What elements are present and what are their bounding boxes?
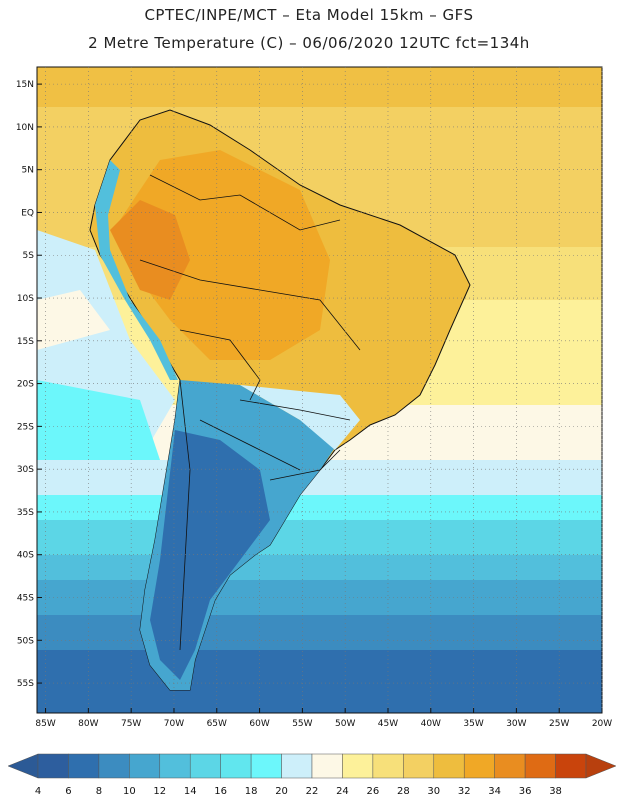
lon-label: 50W xyxy=(335,719,355,729)
colorbar-label: 38 xyxy=(549,786,562,797)
colorbar-label: 36 xyxy=(519,786,532,797)
colorbar-label: 30 xyxy=(427,786,440,797)
colorbar-swatch xyxy=(159,753,191,779)
lat-label: 5S xyxy=(23,251,35,261)
colorbar-label: 12 xyxy=(153,786,166,797)
lon-label: 40W xyxy=(421,719,441,729)
lat-label: 25S xyxy=(17,422,34,432)
colorbar-label: 18 xyxy=(245,786,258,797)
colorbar-swatch xyxy=(342,753,374,779)
chart-title: CPTEC/INPE/MCT – Eta Model 15km – GFS xyxy=(144,6,474,24)
lon-label: 75W xyxy=(121,719,141,729)
chart-subtitle: 2 Metre Temperature (C) – 06/06/2020 12U… xyxy=(88,34,530,52)
lon-label: 80W xyxy=(78,719,98,729)
colorbar-label: 14 xyxy=(184,786,197,797)
colorbar-swatch xyxy=(433,753,465,779)
colorbar-swatch xyxy=(68,753,100,779)
map-frame xyxy=(36,66,603,714)
lat-label: 50S xyxy=(17,636,34,646)
colorbar-label: 22 xyxy=(306,786,319,797)
lat-label: 10S xyxy=(17,294,34,304)
latitude-labels: 15N 10N 5N EQ 5S 10S 15S 20S 25S 30S 35S 40S 45S 50S 5… xyxy=(16,80,42,689)
lat-label: 45S xyxy=(17,593,34,603)
lat-label: 35S xyxy=(17,508,34,518)
lon-label: 45W xyxy=(378,719,398,729)
lon-label: 60W xyxy=(249,719,269,729)
lon-label: 25W xyxy=(549,719,569,729)
lat-label: EQ xyxy=(21,208,34,218)
colorbar-swatch xyxy=(311,753,343,779)
colorbar-swatch xyxy=(372,753,404,779)
lat-label: 15N xyxy=(16,80,34,90)
colorbar-swatch xyxy=(220,753,252,779)
colorbar-label: 6 xyxy=(65,786,71,797)
lat-label: 40S xyxy=(17,551,34,561)
lon-label: 85W xyxy=(35,719,55,729)
colorbar-label: 28 xyxy=(397,786,410,797)
colorbar-label: 32 xyxy=(458,786,471,797)
colorbar-swatch xyxy=(555,753,587,779)
lon-label: 20W xyxy=(592,719,612,729)
colorbar-label: 34 xyxy=(488,786,501,797)
colorbar-label: 10 xyxy=(123,786,136,797)
lon-label: 35W xyxy=(463,719,483,729)
colorbar-label: 16 xyxy=(214,786,227,797)
lat-label: 30S xyxy=(17,465,34,475)
colorbar-label: 20 xyxy=(275,786,288,797)
colorbar-swatch xyxy=(494,753,526,779)
colorbar-label: 26 xyxy=(367,786,380,797)
colorbar-swatch xyxy=(524,753,556,779)
colorbar-swatch xyxy=(98,753,130,779)
colorbar-high-arrow xyxy=(585,753,617,779)
colorbar-label: 4 xyxy=(35,786,41,797)
lon-label: 65W xyxy=(207,719,227,729)
colorbar-swatch xyxy=(37,753,69,779)
colorbar-swatch xyxy=(250,753,282,779)
colorbar-label: 8 xyxy=(96,786,102,797)
colorbar-label: 24 xyxy=(336,786,349,797)
colorbar-swatch xyxy=(463,753,495,779)
temperature-field xyxy=(37,67,602,713)
colorbar-low-arrow xyxy=(7,753,39,779)
lon-label: 55W xyxy=(292,719,312,729)
lon-label: 30W xyxy=(506,719,526,729)
colorbar-swatch xyxy=(129,753,161,779)
longitude-labels: 85W 80W 75W 70W 65W 60W 55W 50W 45W 40W 35W 30W 25W 2… xyxy=(35,708,612,729)
lat-label: 20S xyxy=(17,380,34,390)
lat-label: 15S xyxy=(17,337,34,347)
lat-label: 5N xyxy=(22,166,34,176)
lat-label: 10N xyxy=(16,123,34,133)
colorbar-swatch xyxy=(403,753,435,779)
colorbar-swatch xyxy=(189,753,221,779)
lat-label: 55S xyxy=(17,679,34,689)
colorbar: 4 6 8 10 12 14 16 18 20 22 24 26 28 30 32 34 36 38 xyxy=(7,753,617,797)
colorbar-swatch xyxy=(281,753,313,779)
lon-label: 70W xyxy=(164,719,184,729)
